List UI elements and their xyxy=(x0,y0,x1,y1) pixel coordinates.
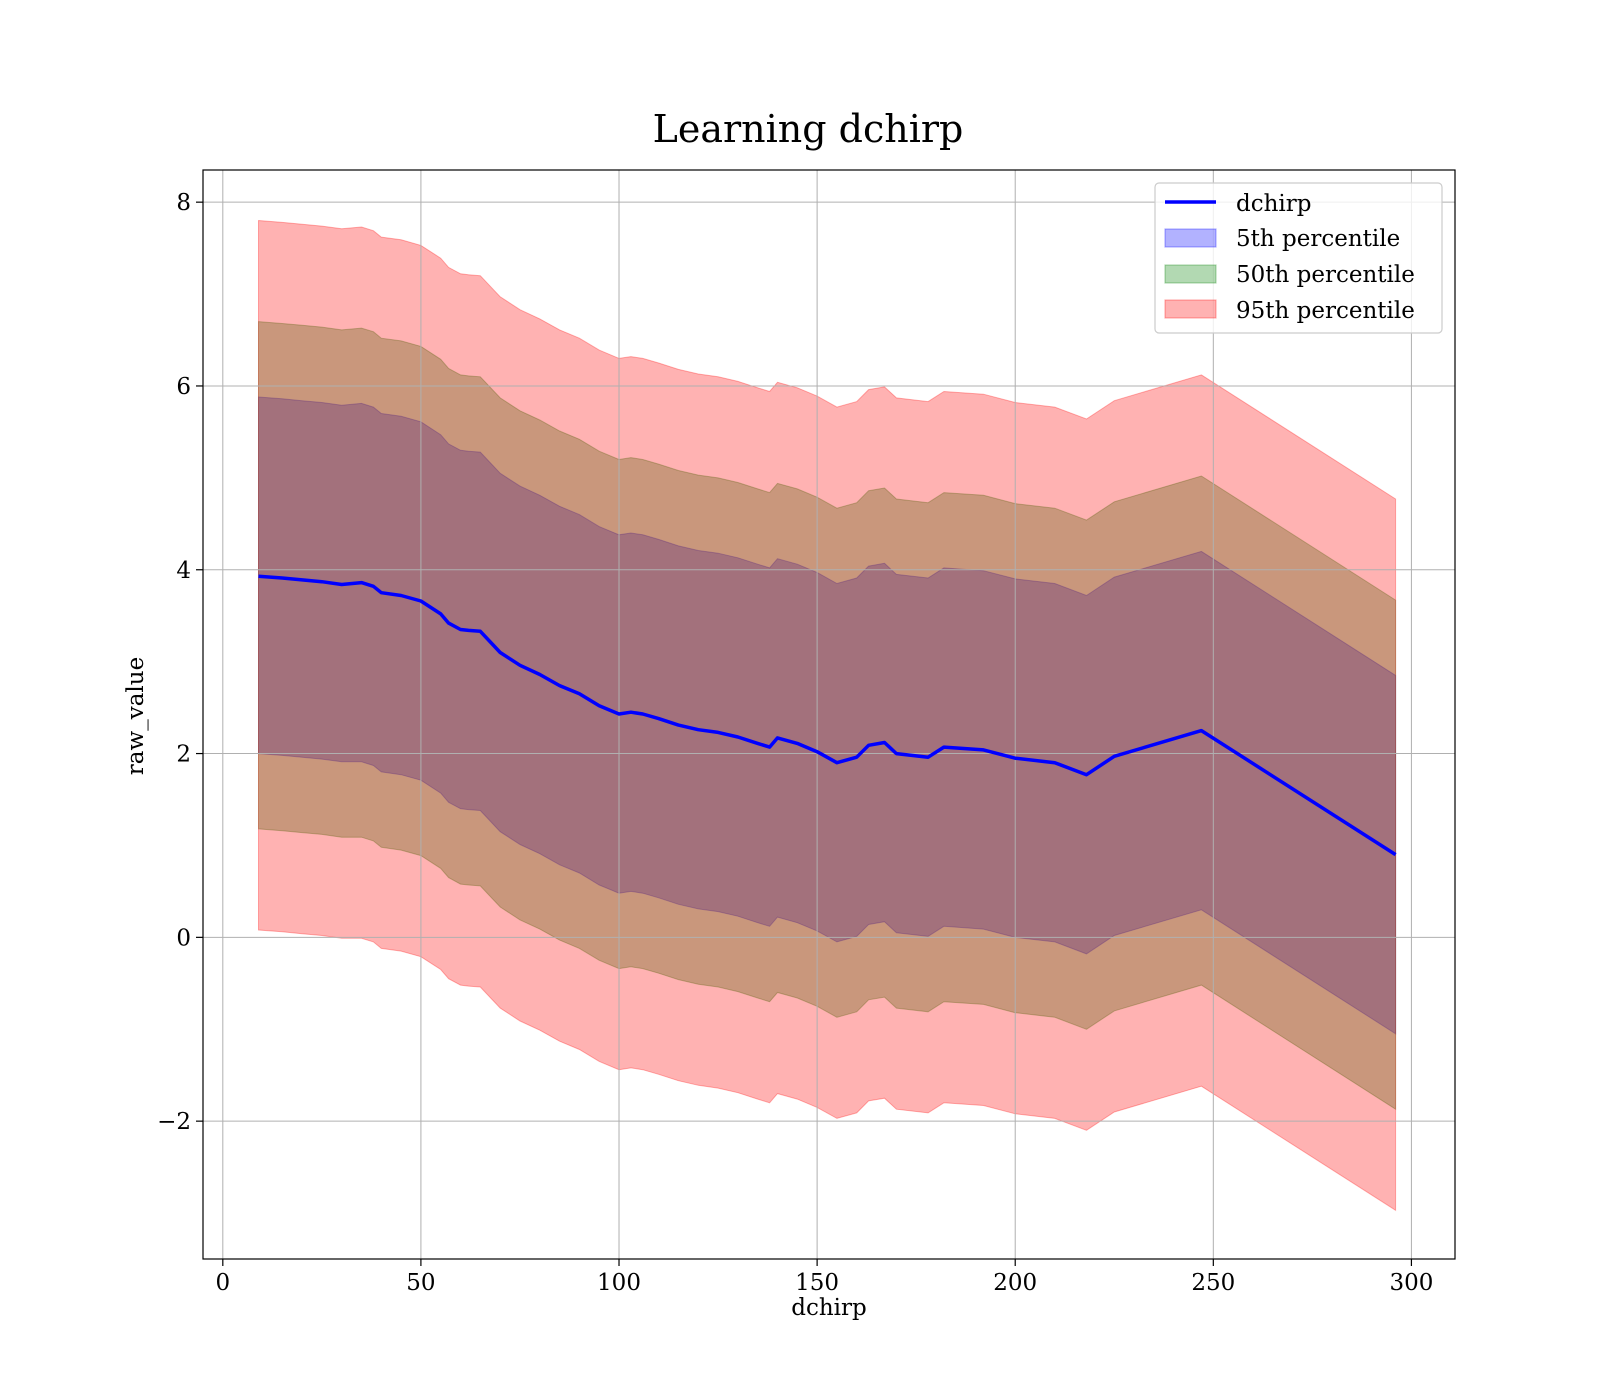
y-tick-label: 8 xyxy=(176,190,191,216)
x-tick-label: 0 xyxy=(215,1270,230,1296)
y-tick-label: 2 xyxy=(176,742,191,768)
y-axis-ticks: −2 0 2 4 6 8 xyxy=(157,190,203,1135)
legend-label-p95: 95th percentile xyxy=(1236,298,1415,324)
y-axis-label: raw_value xyxy=(123,657,149,775)
band-5th-percentile xyxy=(258,396,1397,1035)
y-tick-label: 4 xyxy=(176,558,191,584)
legend-label-p50: 50th percentile xyxy=(1236,262,1415,288)
legend-patch-p5 xyxy=(1164,228,1217,248)
legend-patch-p50 xyxy=(1164,264,1217,284)
x-axis-ticks: 0 50 100 150 200 250 300 xyxy=(215,1259,1433,1296)
x-tick-label: 150 xyxy=(795,1270,839,1296)
x-axis-label: dchirp xyxy=(791,1295,867,1321)
x-tick-label: 50 xyxy=(406,1270,435,1296)
band-50th-percentile xyxy=(258,321,1397,1111)
legend-frame xyxy=(1154,182,1443,334)
series-line-dchirp xyxy=(258,574,1397,857)
band-95th-percentile xyxy=(258,219,1397,1212)
x-tick-label: 250 xyxy=(1191,1270,1235,1296)
legend-label-p5: 5th percentile xyxy=(1236,226,1400,252)
chart-title: Learning dchirp xyxy=(653,107,964,151)
series-lines xyxy=(258,574,1397,857)
x-tick-label: 100 xyxy=(597,1270,641,1296)
x-tick-label: 200 xyxy=(993,1270,1037,1296)
y-tick-label: 6 xyxy=(176,374,191,400)
plot-area xyxy=(202,169,1456,1260)
legend: dchirp 5th percentile 50th percentile 95… xyxy=(1154,182,1443,334)
legend-label-dchirp: dchirp xyxy=(1236,191,1312,217)
plot-frame xyxy=(202,169,1456,1260)
bands xyxy=(258,219,1397,1212)
y-tick-label: 0 xyxy=(176,925,191,951)
x-tick-label: 300 xyxy=(1389,1270,1433,1296)
legend-patch-p95 xyxy=(1164,299,1217,319)
y-tick-label: −2 xyxy=(157,1109,191,1135)
